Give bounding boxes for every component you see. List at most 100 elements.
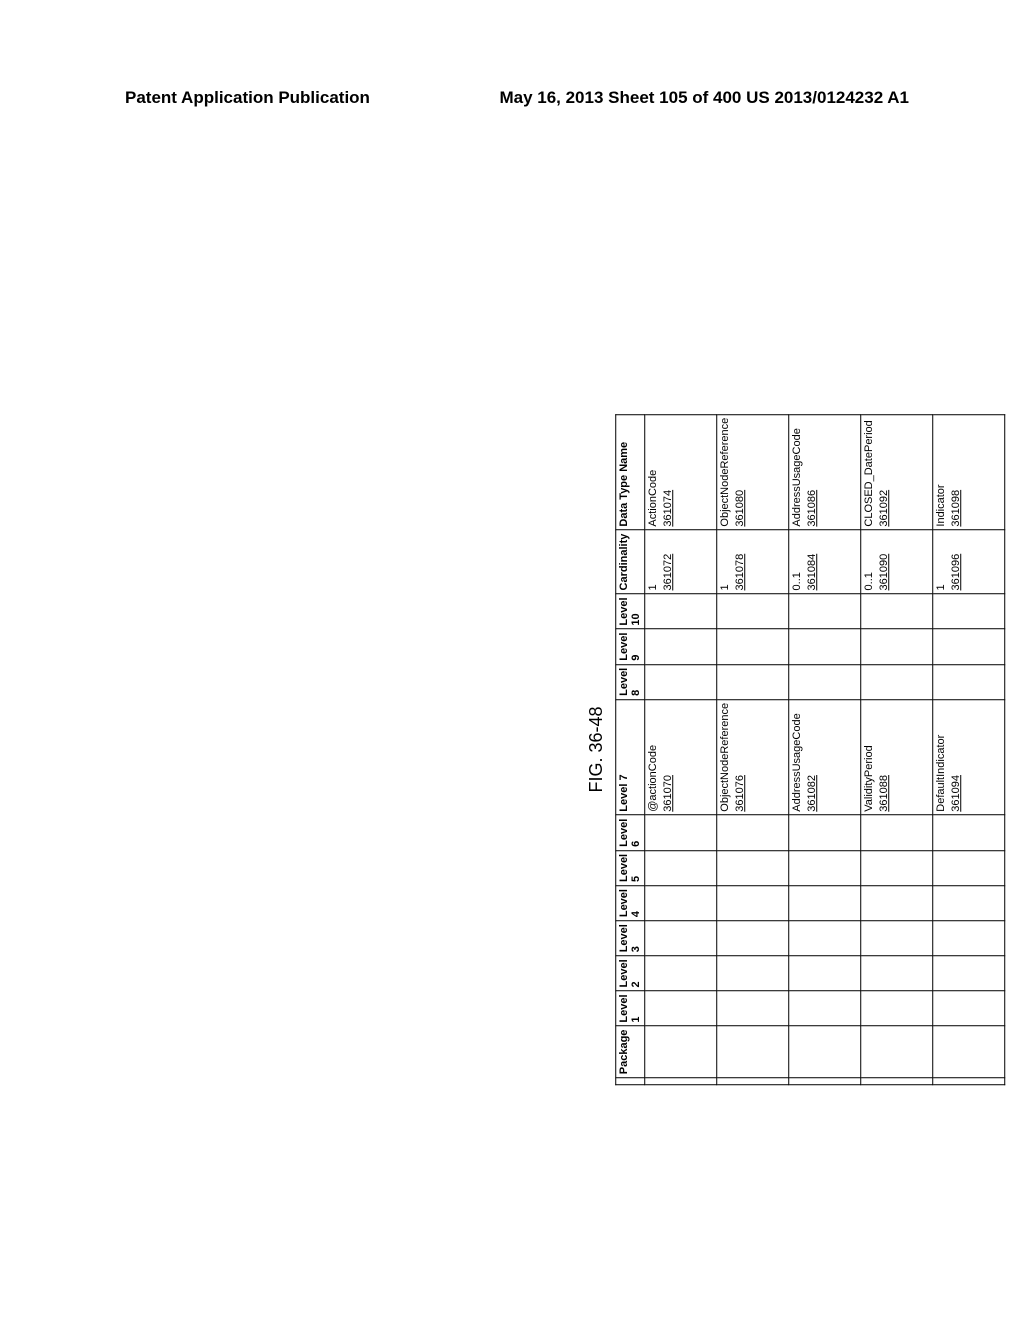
card-text: 1 bbox=[719, 584, 731, 590]
col-pkg-narrow bbox=[616, 1078, 645, 1085]
cell-level8 bbox=[933, 664, 1005, 699]
l7-ref: 361094 bbox=[950, 703, 963, 812]
cell-level7: @actionCode361070 bbox=[645, 699, 717, 815]
card-ref: 361078 bbox=[734, 534, 747, 591]
figure-container: FIG. 36-48 Package Level 1 Level 2 Level… bbox=[586, 414, 1005, 1085]
cell-datatype: Indicator361098 bbox=[933, 414, 1005, 530]
dtype-text: AddressUsageCode bbox=[791, 428, 803, 526]
data-table: Package Level 1 Level 2 Level 3 Level 4 … bbox=[615, 414, 1005, 1085]
cell-level9 bbox=[861, 629, 933, 664]
cell-level6 bbox=[933, 815, 1005, 850]
cell-level8 bbox=[861, 664, 933, 699]
table-row: ObjectNodeReference361076 1361078 ObjectNo… bbox=[717, 414, 789, 1084]
cell-level5 bbox=[861, 850, 933, 885]
table-body: @actionCode3610701361072ActionCode361074… bbox=[645, 414, 1005, 1084]
l7-text: AddressUsageCode bbox=[791, 713, 803, 811]
cell-level4 bbox=[789, 886, 861, 921]
cell-level2 bbox=[933, 956, 1005, 991]
l7-ref: 361088 bbox=[878, 703, 891, 812]
cell-datatype: AddressUsageCode361086 bbox=[789, 414, 861, 530]
cell-level1 bbox=[717, 991, 789, 1026]
cell-level1 bbox=[861, 991, 933, 1026]
cell-level3 bbox=[645, 921, 717, 956]
cell-datatype: CLOSED_DatePeriod361092 bbox=[861, 414, 933, 530]
card-ref: 361090 bbox=[878, 534, 891, 591]
dtype-text: CLOSED_DatePeriod bbox=[863, 420, 875, 526]
dtype-ref: 361080 bbox=[734, 418, 747, 527]
col-level5: Level 5 bbox=[616, 850, 645, 885]
l7-ref: 361082 bbox=[806, 703, 819, 812]
card-text: 1 bbox=[935, 584, 947, 590]
cell-pkg-narrow bbox=[789, 1078, 861, 1085]
card-text: 1 bbox=[647, 584, 659, 590]
col-package: Package bbox=[616, 1026, 645, 1078]
table-header-row: Package Level 1 Level 2 Level 3 Level 4 … bbox=[616, 414, 645, 1084]
cell-datatype: ActionCode361074 bbox=[645, 414, 717, 530]
cell-level8 bbox=[645, 664, 717, 699]
cell-level9 bbox=[789, 629, 861, 664]
col-level4: Level 4 bbox=[616, 886, 645, 921]
col-level10: Level 10 bbox=[616, 594, 645, 629]
l7-ref: 361070 bbox=[662, 703, 675, 812]
cell-level5 bbox=[933, 850, 1005, 885]
dtype-ref: 361092 bbox=[878, 418, 891, 527]
cell-level10 bbox=[933, 594, 1005, 629]
cell-package bbox=[717, 1026, 789, 1078]
cell-cardinality: 1361096 bbox=[933, 530, 1005, 594]
col-level8: Level 8 bbox=[616, 664, 645, 699]
cell-level4 bbox=[717, 886, 789, 921]
cell-level6 bbox=[717, 815, 789, 850]
table-row: ValidityPeriod3610880..1361090CLOSED_Dat… bbox=[861, 414, 933, 1084]
l7-text: ObjectNodeReference bbox=[719, 703, 731, 812]
page-header: Patent Application Publication May 16, 2… bbox=[0, 88, 1024, 108]
dtype-ref: 361098 bbox=[950, 418, 963, 527]
cell-level10 bbox=[645, 594, 717, 629]
cell-level9 bbox=[933, 629, 1005, 664]
cell-level7: ValidityPeriod361088 bbox=[861, 699, 933, 815]
cell-level1 bbox=[645, 991, 717, 1026]
cell-level6 bbox=[645, 815, 717, 850]
cell-cardinality: 1361072 bbox=[645, 530, 717, 594]
cell-level3 bbox=[717, 921, 789, 956]
dtype-ref: 361074 bbox=[662, 418, 675, 527]
cell-level2 bbox=[717, 956, 789, 991]
cell-level10 bbox=[789, 594, 861, 629]
col-level7: Level 7 bbox=[616, 699, 645, 815]
col-level2: Level 2 bbox=[616, 956, 645, 991]
cell-level2 bbox=[789, 956, 861, 991]
col-datatype: Data Type Name bbox=[616, 414, 645, 530]
cell-level5 bbox=[789, 850, 861, 885]
l7-text: ValidityPeriod bbox=[863, 745, 875, 811]
cell-level3 bbox=[861, 921, 933, 956]
cell-level4 bbox=[645, 886, 717, 921]
col-level6: Level 6 bbox=[616, 815, 645, 850]
cell-level5 bbox=[645, 850, 717, 885]
card-ref: 361072 bbox=[662, 534, 675, 591]
cell-level4 bbox=[933, 886, 1005, 921]
cell-level1 bbox=[789, 991, 861, 1026]
cell-cardinality: 0..1361084 bbox=[789, 530, 861, 594]
dtype-text: ActionCode bbox=[647, 470, 659, 527]
cell-level3 bbox=[789, 921, 861, 956]
cell-package bbox=[789, 1026, 861, 1078]
cell-level5 bbox=[717, 850, 789, 885]
table-row: DefaultIndicator361094 1361096Indicator36… bbox=[933, 414, 1005, 1084]
cell-package bbox=[933, 1026, 1005, 1078]
col-cardinality: Cardinality bbox=[616, 530, 645, 594]
cell-level6 bbox=[789, 815, 861, 850]
cell-level9 bbox=[645, 629, 717, 664]
header-left: Patent Application Publication bbox=[125, 88, 370, 108]
card-text: 0..1 bbox=[791, 572, 803, 590]
cell-level3 bbox=[933, 921, 1005, 956]
cell-pkg-narrow bbox=[861, 1078, 933, 1085]
col-level9: Level 9 bbox=[616, 629, 645, 664]
cell-level9 bbox=[717, 629, 789, 664]
l7-text: DefaultIndicator bbox=[935, 735, 947, 812]
l7-text: @actionCode bbox=[647, 745, 659, 812]
l7-ref: 361076 bbox=[734, 703, 747, 812]
cell-pkg-narrow bbox=[717, 1078, 789, 1085]
cell-level8 bbox=[717, 664, 789, 699]
cell-level7: ObjectNodeReference361076 bbox=[717, 699, 789, 815]
cell-package bbox=[861, 1026, 933, 1078]
table-row: @actionCode3610701361072ActionCode361074 bbox=[645, 414, 717, 1084]
